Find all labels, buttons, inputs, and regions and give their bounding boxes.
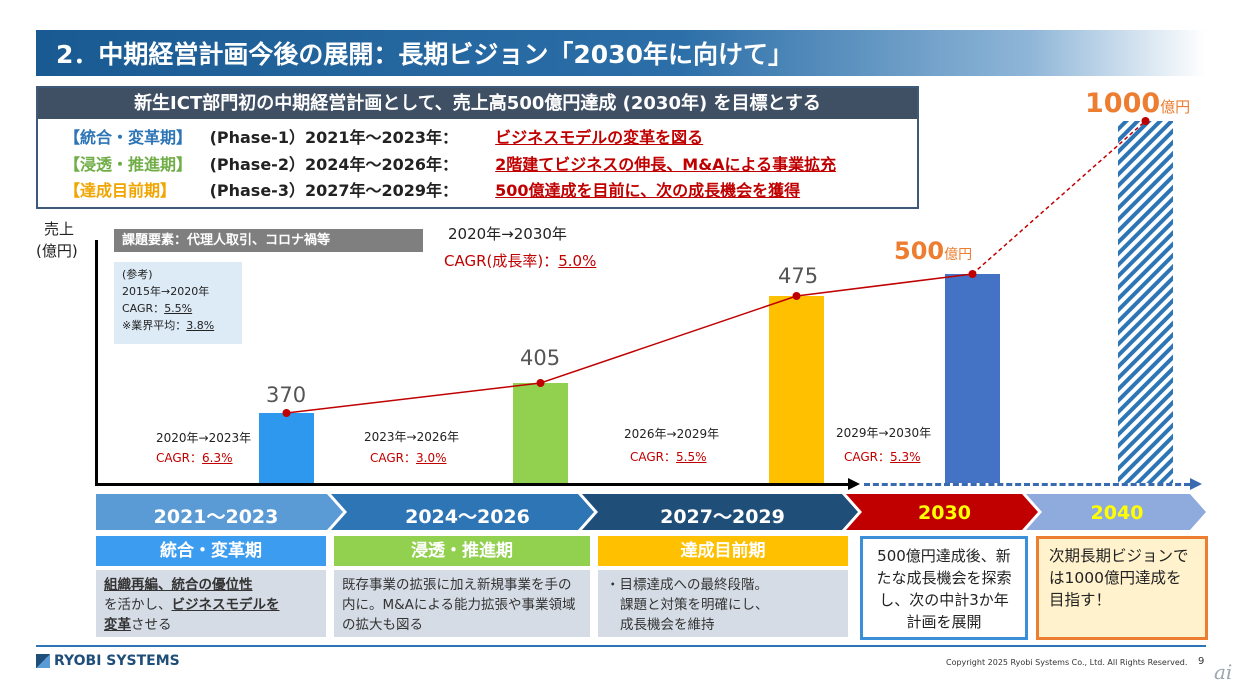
bar-label-4: 500億円	[894, 237, 973, 265]
trend-marker-2	[536, 379, 545, 387]
copyright: Copyright 2025 Ryobi Systems Co., Ltd. A…	[946, 658, 1188, 667]
overall-cagr-period: 2020年→2030年	[448, 225, 567, 243]
title-bar	[36, 30, 1206, 76]
bar-2030	[945, 274, 1000, 483]
phase-card-title-2: 浸透・推進期	[334, 536, 590, 566]
timeline-label-4: 2030	[918, 502, 971, 524]
phase-row-2: 【浸透・推進期】 (Phase-2）2024年～2026年： 2階建てビジネスの…	[64, 151, 836, 175]
page-title: 2．中期経営計画今後の展開：長期ビジョン「2030年に向けて」	[56, 40, 793, 69]
bar-label-5: 1000億円	[1085, 88, 1191, 119]
phase-label: 【統合・変革期】	[64, 128, 193, 147]
growth-cagr-3: CAGR：5.5%	[630, 450, 707, 464]
y-axis-label-2: (億円)	[36, 242, 78, 260]
timeline-label-5: 2040	[1090, 502, 1144, 524]
phase-period: (Phase-3）2027年～2029年：	[209, 181, 459, 200]
reference-heading: (参考)	[122, 268, 153, 281]
issue-label: 課題要素：代理人取引、コロナ禍等	[114, 229, 423, 252]
reference-cagr: CAGR：5.5%	[122, 302, 193, 315]
phase-card-title-3: 達成目前期	[598, 536, 848, 566]
timeline-chevron-2	[331, 494, 594, 530]
phase-goal: 500億達成を目前に、次の成長機会を獲得	[495, 181, 801, 200]
trend-marker-5	[1141, 117, 1150, 125]
x-axis-arrowhead	[848, 478, 860, 490]
reference-industry: ※業界平均：3.8%	[122, 319, 215, 332]
x-axis-extension	[864, 483, 1190, 486]
reference-box: (参考) 2015年→2020年 CAGR：5.5% ※業界平均：3.8%	[114, 262, 242, 344]
bar-label-3: 475	[778, 264, 819, 288]
phase-card-title-1: 統合・変革期	[96, 536, 326, 566]
trend-line-2	[540, 295, 797, 384]
target-headline: 新生ICT部門初の中期経営計画として、売上高500億円達成 (2030年) を目…	[38, 88, 917, 119]
logo-mark-icon	[36, 654, 50, 668]
bar-2040	[1118, 121, 1173, 483]
phase-period: (Phase-2）2024年～2026年：	[209, 155, 459, 174]
page-number: 9	[1198, 656, 1205, 667]
overall-cagr: CAGR(成長率)：5.0%	[444, 252, 597, 270]
growth-period-2: 2023年→2026年	[364, 430, 460, 444]
timeline-label-2: 2024～2026	[405, 506, 530, 528]
watermark: ai	[1214, 660, 1233, 684]
box-2040: 次期長期ビジョンでは1000億円達成を目指す！	[1036, 536, 1208, 640]
timeline-chevron-3	[582, 494, 858, 530]
bar-label-1: 370	[266, 383, 307, 407]
y-axis-label-1: 売上	[44, 220, 75, 238]
x-axis	[95, 483, 850, 486]
timeline-label-1: 2021～2023	[153, 506, 279, 528]
phase-row-1: 【統合・変革期】 (Phase-1）2021年～2023年： ビジネスモデルの変…	[64, 124, 703, 148]
phase-label: 【達成目前期】	[64, 181, 177, 200]
reference-period: 2015年→2020年	[122, 285, 210, 298]
bar-2024～2026	[513, 383, 568, 483]
phase-card-desc-3: ・目標達成への最終段階。 課題と対策を明確にし、 成長機会を維持	[598, 570, 848, 637]
trend-marker-3	[792, 292, 801, 300]
trend-line-1	[286, 382, 541, 414]
timeline-chevron-4	[846, 494, 1038, 530]
phase-goal: ビジネスモデルの変革を図る	[495, 128, 704, 147]
growth-cagr-2: CAGR：3.0%	[370, 451, 447, 465]
trend-line-3	[796, 273, 973, 297]
company-logo: RYOBI SYSTEMS	[54, 653, 180, 669]
trend-marker-4	[968, 270, 977, 278]
box-2030: 500億円達成後、新たな成長機会を探索し、次の中計3か年計画を展開	[860, 536, 1028, 640]
growth-period-3: 2026年→2029年	[624, 427, 720, 441]
timeline-label-3: 2027～2029	[660, 506, 785, 528]
bar-2021～2023	[259, 413, 314, 483]
bar-2027～2029	[769, 296, 824, 483]
timeline-chevron-1	[96, 494, 343, 530]
trend-marker-1	[282, 409, 291, 417]
phase-card-desc-2: 既存事業の拡張に加え新規事業を手の内に。M&Aによる能力拡張や事業領域の拡大も図…	[334, 570, 590, 637]
growth-period-4: 2029年→2030年	[836, 426, 932, 440]
phase-label: 【浸透・推進期】	[64, 155, 193, 174]
y-axis	[95, 240, 98, 486]
phase-goal: 2階建てビジネスの伸長、M&Aによる事業拡充	[495, 155, 837, 174]
growth-cagr-1: CAGR：6.3%	[156, 451, 233, 465]
growth-cagr-4: CAGR：5.3%	[844, 450, 921, 464]
trend-line-projection	[972, 120, 1146, 275]
bar-label-2: 405	[520, 346, 561, 370]
growth-period-1: 2020年→2023年	[156, 431, 252, 445]
x-axis-extension-arrowhead	[1190, 478, 1202, 490]
phase-card-desc-1: 組織再編、統合の優位性 を活かし、ビジネスモデルを 変革させる	[96, 570, 326, 637]
footer-rule	[36, 645, 1206, 647]
phase-row-3: 【達成目前期】 (Phase-3）2027年～2029年： 500億達成を目前に…	[64, 177, 800, 201]
phase-period: (Phase-1）2021年～2023年：	[209, 128, 459, 147]
timeline-chevron-5	[1026, 494, 1206, 530]
